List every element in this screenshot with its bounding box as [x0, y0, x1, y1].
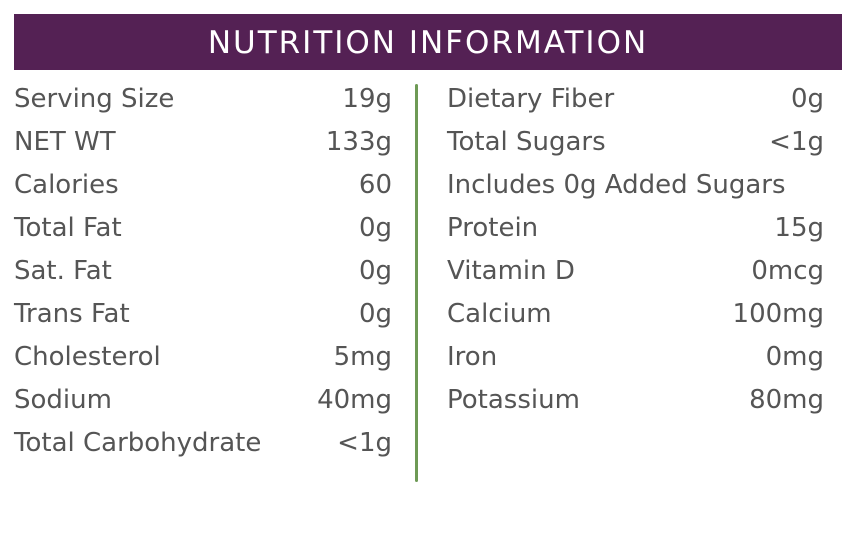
left-nutrient-column: Serving Size 19g NET WT 133g Calories 60…	[14, 77, 392, 464]
nutrient-label: Sodium	[14, 384, 112, 415]
nutrient-label: Vitamin D	[447, 255, 575, 286]
nutrient-label: Total Fat	[14, 212, 122, 243]
header-title: NUTRITION INFORMATION	[207, 25, 649, 61]
nutrient-label: Sat. Fat	[14, 255, 112, 286]
nutrient-value: 15g	[774, 212, 824, 243]
nutrient-value: 0g	[358, 212, 392, 243]
nutrient-value: 80mg	[749, 384, 824, 415]
nutrient-row-sat-fat: Sat. Fat 0g	[14, 249, 392, 292]
nutrient-label: Calories	[14, 169, 119, 200]
nutrient-row-net-wt: NET WT 133g	[14, 120, 392, 163]
nutrient-label: NET WT	[14, 126, 116, 157]
nutrient-row-trans-fat: Trans Fat 0g	[14, 292, 392, 335]
nutrient-value: 5mg	[333, 341, 392, 372]
nutrient-value: 0mg	[765, 341, 824, 372]
nutrient-value: <1g	[337, 427, 392, 458]
nutrient-label: Includes 0g Added Sugars	[447, 169, 786, 200]
nutrient-label: Serving Size	[14, 83, 175, 114]
nutrient-row-serving-size: Serving Size 19g	[14, 77, 392, 120]
nutrient-row-total-carbohydrate: Total Carbohydrate <1g	[14, 421, 392, 464]
right-nutrient-column: Dietary Fiber 0g Total Sugars <1g Includ…	[447, 77, 824, 421]
nutrient-label: Calcium	[447, 298, 552, 329]
nutrient-value: 133g	[325, 126, 392, 157]
nutrient-row-calcium: Calcium 100mg	[447, 292, 824, 335]
nutrition-header: NUTRITION INFORMATION	[14, 14, 842, 70]
nutrient-label: Protein	[447, 212, 539, 243]
nutrient-value: 40mg	[317, 384, 392, 415]
column-divider	[415, 84, 418, 482]
nutrient-row-iron: Iron 0mg	[447, 335, 824, 378]
nutrient-row-added-sugars: Includes 0g Added Sugars	[447, 163, 824, 206]
nutrient-row-calories: Calories 60	[14, 163, 392, 206]
nutrient-value: 19g	[342, 83, 392, 114]
nutrient-row-protein: Protein 15g	[447, 206, 824, 249]
nutrient-label: Trans Fat	[14, 298, 130, 329]
nutrient-value: 0g	[358, 298, 392, 329]
nutrient-row-vitamin-d: Vitamin D 0mcg	[447, 249, 824, 292]
nutrient-value: 0mcg	[751, 255, 824, 286]
nutrient-row-potassium: Potassium 80mg	[447, 378, 824, 421]
nutrient-row-total-fat: Total Fat 0g	[14, 206, 392, 249]
nutrient-label: Iron	[447, 341, 498, 372]
nutrient-label: Total Carbohydrate	[14, 427, 262, 458]
nutrient-row-total-sugars: Total Sugars <1g	[447, 120, 824, 163]
nutrient-value: 60	[358, 169, 392, 200]
nutrient-value: <1g	[769, 126, 824, 157]
nutrient-row-dietary-fiber: Dietary Fiber 0g	[447, 77, 824, 120]
nutrient-value: 100mg	[732, 298, 824, 329]
nutrient-value: 0g	[790, 83, 824, 114]
nutrient-row-cholesterol: Cholesterol 5mg	[14, 335, 392, 378]
nutrient-label: Potassium	[447, 384, 580, 415]
nutrient-label: Dietary Fiber	[447, 83, 615, 114]
nutrient-label: Cholesterol	[14, 341, 161, 372]
nutrient-label: Total Sugars	[447, 126, 606, 157]
nutrient-value: 0g	[358, 255, 392, 286]
nutrient-row-sodium: Sodium 40mg	[14, 378, 392, 421]
